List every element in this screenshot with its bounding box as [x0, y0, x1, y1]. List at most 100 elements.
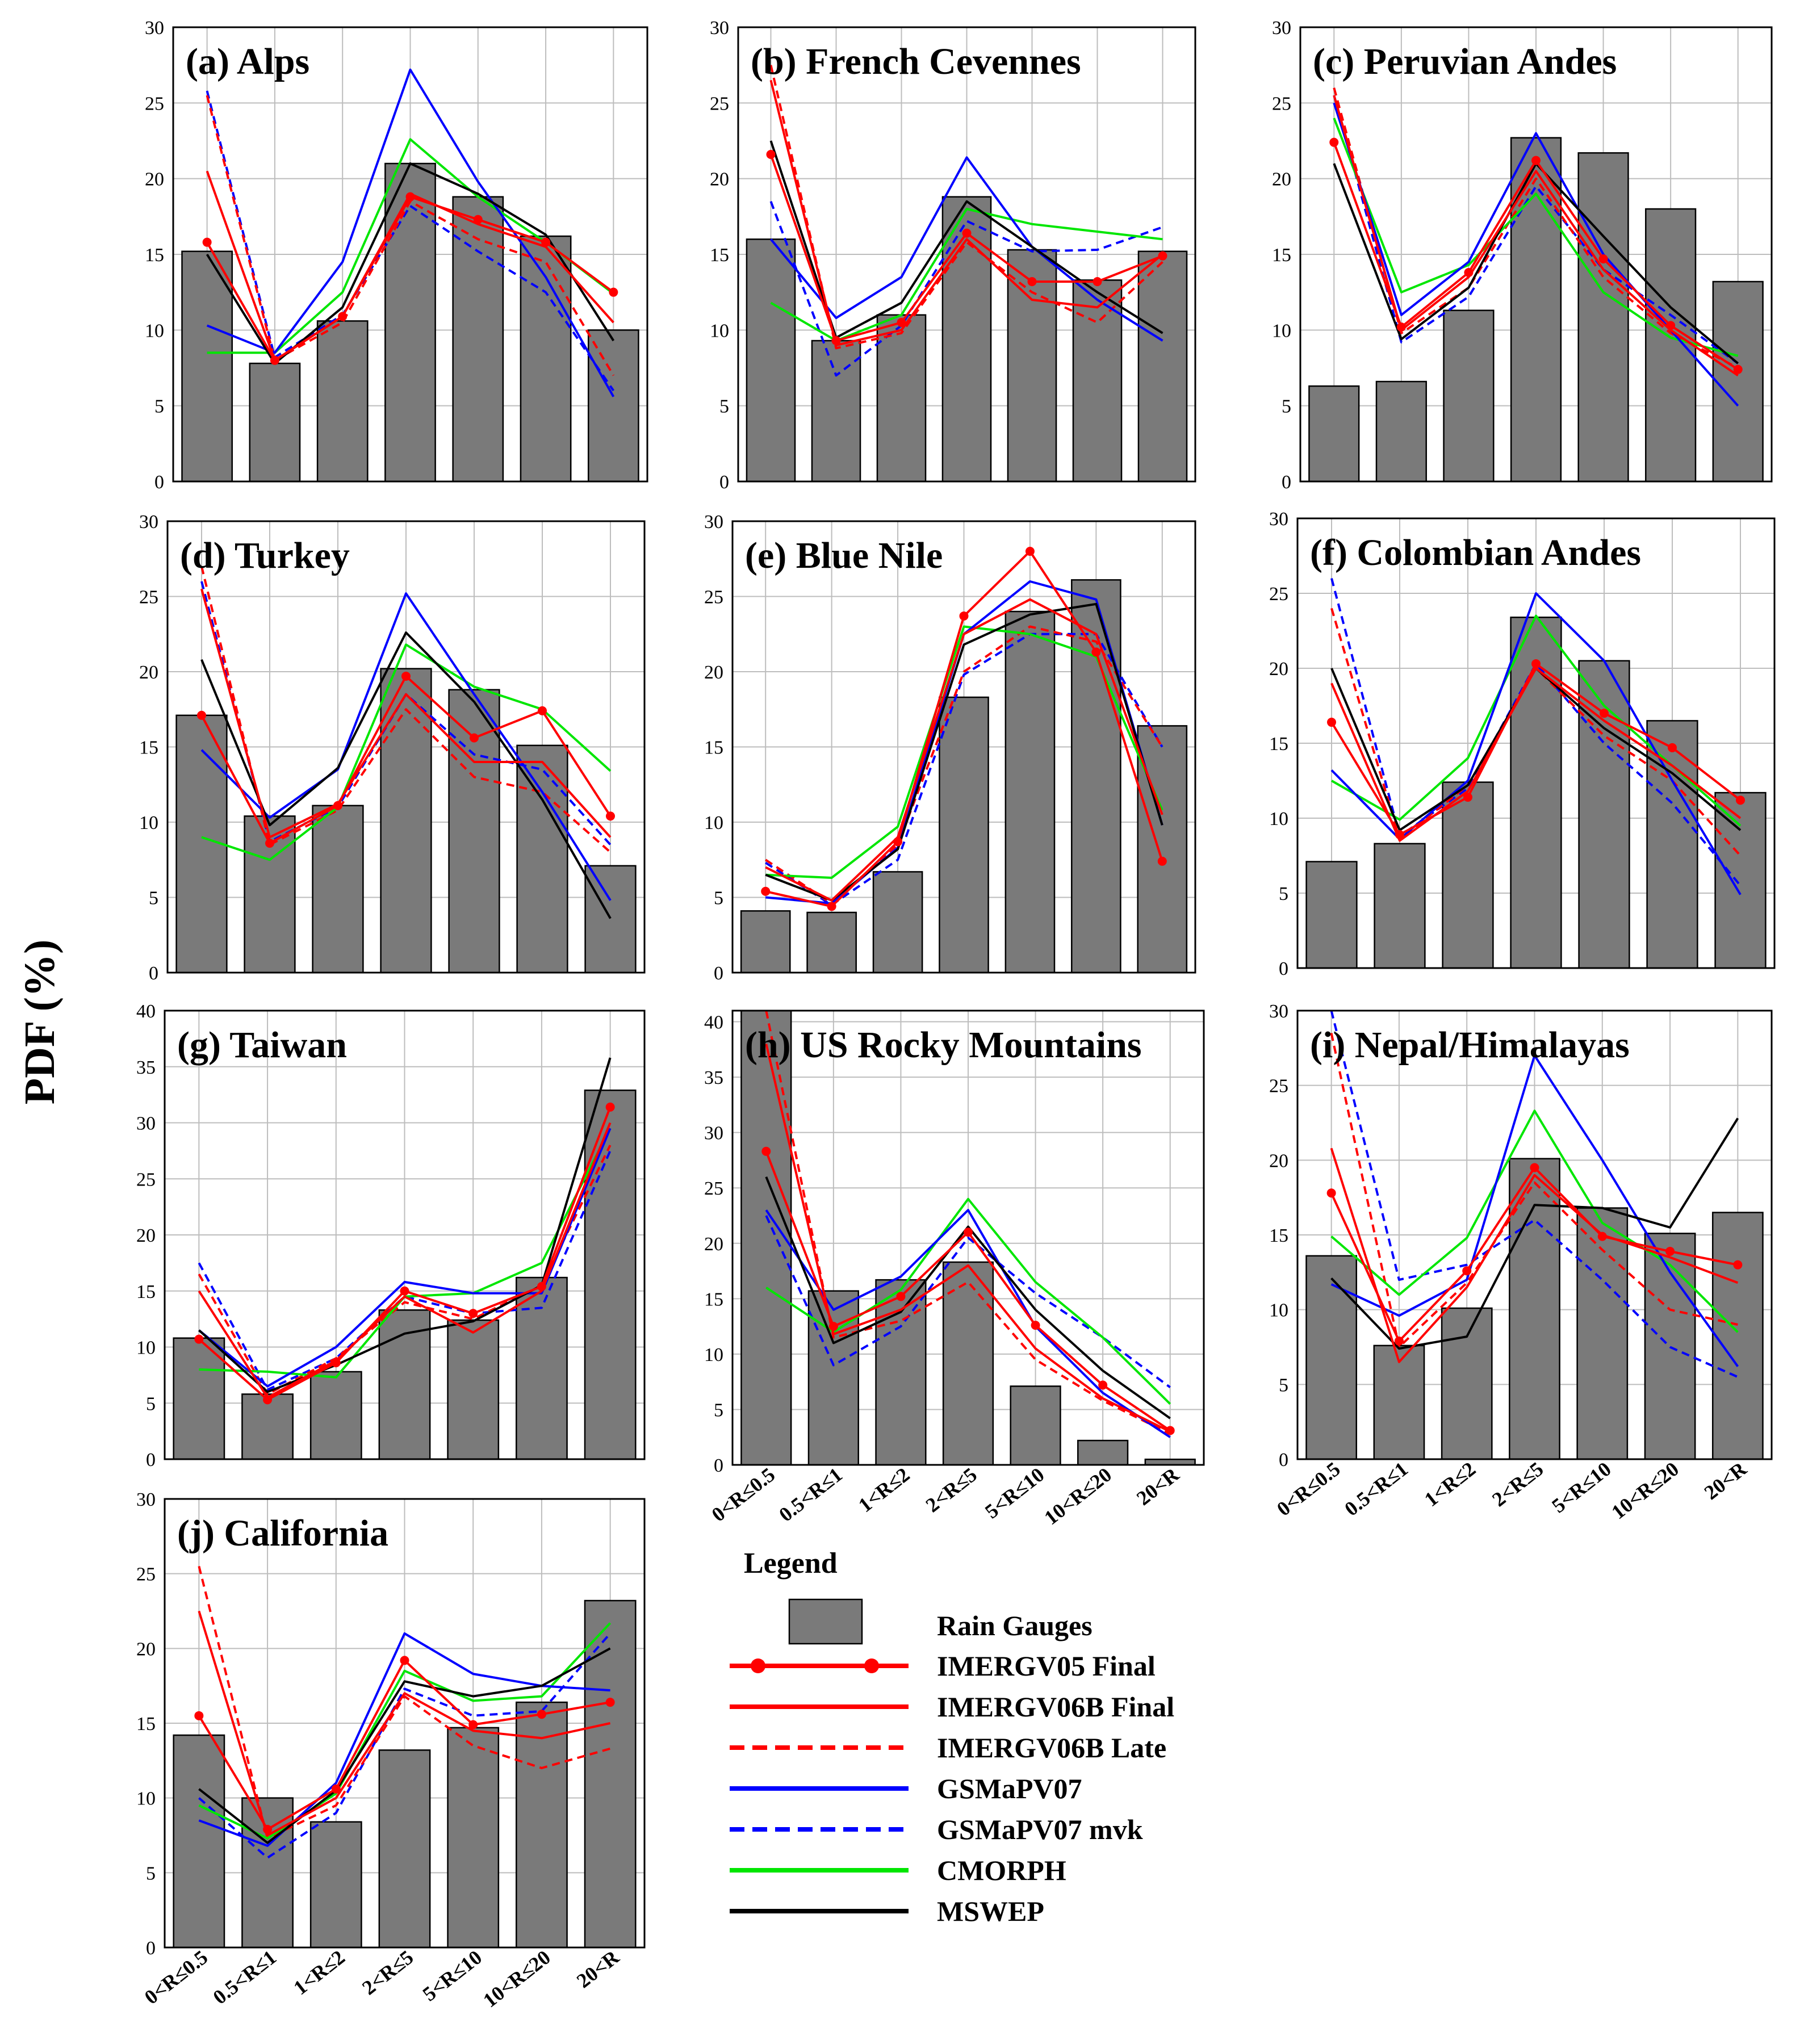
marker-imergv05-final: [1736, 795, 1745, 805]
marker-imergv05-final: [270, 355, 279, 365]
y-tick-label: 30: [1269, 509, 1288, 530]
rain-gauge-bars: [740, 1010, 1196, 1466]
marker-imergv05-final: [1098, 1380, 1108, 1390]
y-tick-label: 25: [136, 1169, 156, 1190]
legend-item-rain-gauges: Rain Gauges: [788, 1598, 1093, 1645]
marker-imergv05-final: [194, 1711, 204, 1720]
y-tick-label: 30: [710, 18, 729, 39]
marker-imergv05-final: [401, 671, 411, 681]
series-imergv06b-late: [765, 1010, 1171, 1435]
marker-imergv05-final: [1025, 547, 1035, 556]
bar-0-5-r-1: [1374, 843, 1426, 969]
x-tick-label: 5<R≤10: [418, 1946, 486, 2006]
series-imergv06b-final: [198, 1610, 611, 1837]
marker-imergv05-final: [405, 192, 415, 202]
series-imergv06b-final: [765, 598, 1163, 902]
series-lines: [194, 1057, 615, 1405]
x-tick-label: 10<R≤20: [479, 1946, 555, 2012]
marker-imergv05-final: [1396, 322, 1406, 332]
series-imergv06b-late: [1333, 87, 1739, 369]
legend-item-cmorph: CMORPH: [730, 1854, 1066, 1886]
series-mswep: [200, 631, 612, 919]
bar-5-r-10: [1007, 249, 1057, 483]
y-tick-label: 25: [1269, 1076, 1288, 1097]
bar-1-r-2: [1442, 781, 1494, 969]
series-lines: [1326, 1010, 1743, 1379]
marker-imergv05-final: [606, 811, 615, 821]
plot-frame: [166, 520, 646, 974]
series-gsmapv07-mvk: [198, 1632, 612, 1859]
marker-imergv05-final: [896, 1292, 906, 1301]
marker-imergv05-final: [827, 902, 836, 911]
marker-imergv05-final: [605, 1102, 615, 1112]
panel-e-blue-nile: 0 5 10 15 20 25 30 (e) Blue Nile: [704, 512, 1196, 984]
plot-frame: [737, 26, 1196, 483]
bar-10-r-20: [516, 744, 568, 974]
marker-imergv05-final: [1733, 1260, 1743, 1270]
panel-title: (f) Colombian Andes: [1310, 532, 1641, 573]
bar-0-r-0-5: [173, 1337, 225, 1460]
bar-2-r-5: [942, 1261, 994, 1466]
y-tick-labels: 0 5 10 15 20 25 30: [1269, 1001, 1288, 1471]
bar-10-r-20: [1072, 279, 1123, 483]
y-tick-label: 0: [714, 963, 723, 984]
x-tick-label: 5<R≤10: [981, 1463, 1048, 1523]
x-tick-label: 1<R≤2: [1420, 1457, 1480, 1511]
panel-a-alps: 0 5 10 15 20 25 30 (a) Alps: [145, 18, 648, 493]
marker-imergv05-final: [1165, 1426, 1175, 1435]
y-tick-label: 10: [139, 812, 158, 833]
rain-gauge-bars: [1305, 1158, 1764, 1460]
marker-imergv05-final: [194, 1334, 204, 1344]
bar-10-r-20: [1645, 208, 1697, 483]
panel-d-turkey: 0 5 10 15 20 25 30 (d) Turkey: [139, 512, 646, 984]
marker-imergv05-final: [609, 287, 618, 297]
series-lines: [761, 1010, 1175, 1438]
y-tick-label: 20: [139, 662, 158, 683]
y-tick-label: 25: [145, 93, 164, 114]
marker-imergv05-final: [331, 1358, 341, 1368]
y-tick-label: 10: [704, 1344, 723, 1366]
panel-title: (e) Blue Nile: [745, 535, 943, 576]
bar-20-r: [1714, 791, 1767, 969]
marker-imergv05-final: [331, 1784, 341, 1794]
x-tick-label: 2<R≤5: [358, 1946, 417, 1999]
y-tick-label: 5: [146, 1393, 156, 1414]
marker-imergv05-final: [1464, 268, 1474, 277]
y-tick-label: 0: [149, 963, 158, 984]
bar-0-5-r-1: [811, 340, 861, 483]
y-tick-labels: 0 5 10 15 20 25 30: [1272, 18, 1291, 493]
y-tick-label: 5: [714, 888, 723, 909]
marker-imergv05-final: [1531, 659, 1541, 669]
bar-0-5-r-1: [807, 1290, 859, 1466]
panel-b-french-cevennes: 0 5 10 15 20 25 30 (b) French Cevennes: [710, 18, 1196, 493]
bar-0-r-0-5: [1308, 385, 1360, 483]
y-tick-label: 5: [719, 396, 729, 417]
bar-10-r-20: [1077, 1439, 1129, 1466]
series-mswep: [1330, 1117, 1739, 1350]
series-lines: [197, 566, 615, 919]
y-tick-label: 25: [1269, 584, 1288, 605]
marker-imergv05-final: [1394, 1336, 1404, 1346]
marker-imergv05-final: [761, 1146, 771, 1156]
bar-20-r: [1137, 250, 1188, 483]
bar-0-5-r-1: [241, 1797, 294, 1949]
x-tick-label: 0.5<R≤1: [1340, 1457, 1412, 1521]
bar-10-r-20: [1646, 720, 1698, 969]
bar-1-r-2: [316, 320, 369, 483]
y-tick-label: 5: [1279, 1375, 1288, 1396]
panel-j-california: 0 5 10 15 20 25 30 0<R≤0.50.5<R≤1 1<R≤2 2<R≤5 5<R≤…: [136, 1489, 646, 2012]
marker-imergv05-final: [338, 312, 348, 321]
legend-item-imergv06b-final: IMERGV06B Final: [730, 1691, 1174, 1723]
legend-marker: [751, 1658, 765, 1673]
rain-gauge-bars: [746, 196, 1188, 483]
y-tick-label: 20: [136, 1225, 156, 1246]
y-tick-label: 15: [710, 245, 729, 266]
bar-10-r-20: [520, 235, 572, 483]
legend: Legend Rain Gauges IMERGV05 Final IMERGV06…: [730, 1547, 1174, 1927]
series-mswep: [198, 1647, 611, 1844]
panel-f-colombian-andes: 0 5 10 15 20 25 30 (f) Colombian Andes: [1269, 509, 1776, 979]
y-tick-label: 15: [1269, 1225, 1288, 1246]
y-tick-label: 25: [1272, 93, 1291, 114]
plot-frame: [172, 26, 648, 483]
